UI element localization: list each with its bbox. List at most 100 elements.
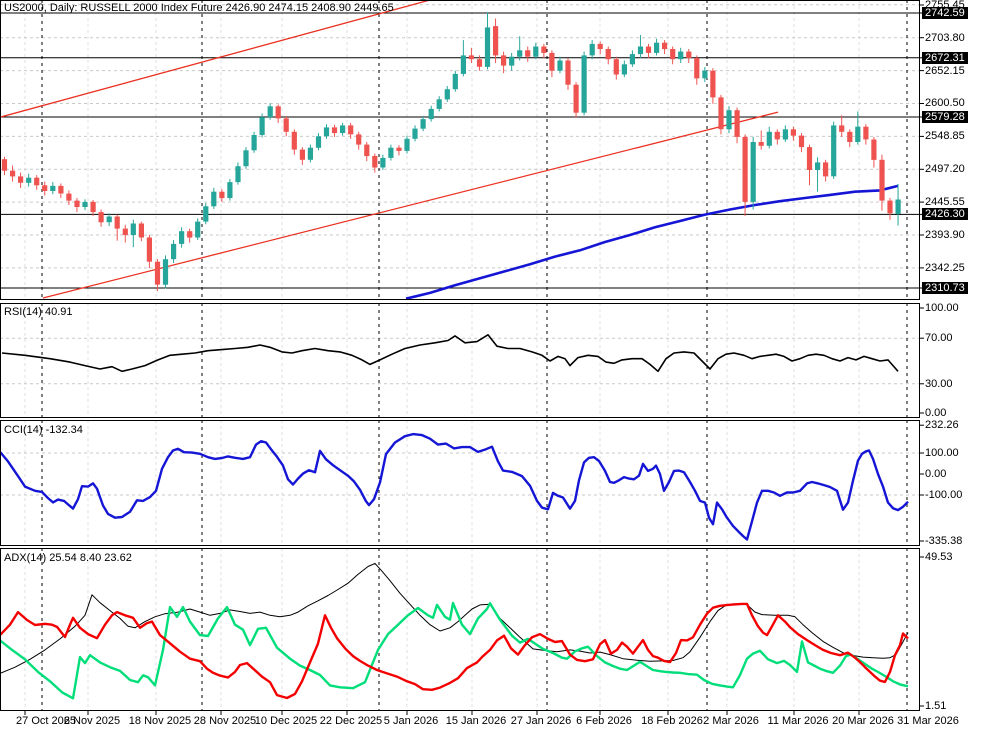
chart-title: US2000, Daily: RUSSELL 2000 Index Future… — [4, 2, 394, 14]
date-axis-label: 22 Dec 2025 — [319, 715, 383, 727]
candle — [444, 89, 450, 100]
panel-rsi[interactable] — [0, 303, 920, 418]
candle — [847, 131, 853, 142]
price-axis-label: 2579.28 — [922, 111, 968, 123]
candle — [525, 50, 531, 57]
candle — [613, 59, 619, 75]
candle — [42, 185, 48, 191]
candle — [251, 135, 257, 151]
candle — [307, 147, 313, 160]
price-axis-label: 2342.25 — [925, 262, 965, 274]
date-axis-label: 5 Jan 2026 — [383, 715, 439, 727]
plus-di-line — [0, 601, 909, 700]
candle — [203, 206, 209, 222]
candle — [645, 46, 652, 53]
candle — [621, 64, 627, 75]
panel-main[interactable] — [0, 0, 920, 300]
candle — [243, 150, 249, 167]
date-axis-label: 27 Jan 2026 — [510, 715, 572, 727]
candle — [146, 237, 152, 262]
candle — [412, 128, 418, 139]
candle — [573, 84, 579, 113]
candle — [404, 138, 410, 151]
candle — [1, 159, 8, 171]
candle — [766, 131, 772, 146]
candle — [815, 162, 821, 170]
date-axis-label: 18 Nov 2025 — [128, 715, 192, 727]
chart-title-text: US2000, Daily: RUSSELL 2000 Index Future… — [4, 2, 394, 14]
candle — [726, 110, 732, 130]
candle — [114, 216, 120, 229]
candle — [501, 55, 507, 66]
candle — [855, 126, 861, 142]
candle — [533, 46, 539, 57]
candle — [629, 54, 635, 65]
price-axis-label: 100.00 — [925, 302, 959, 314]
date-axis-label: 20 Mar 2026 — [832, 715, 894, 727]
candle — [750, 142, 756, 202]
panel-border-main — [0, 0, 920, 300]
price-axis-label: 0.00 — [925, 407, 947, 419]
candle — [10, 170, 16, 177]
candle — [678, 51, 684, 60]
candle — [396, 147, 402, 151]
candle — [637, 46, 644, 55]
price-axis-label: 232.26 — [925, 419, 959, 431]
minus-di-line — [0, 602, 909, 700]
candle — [468, 55, 474, 60]
candle — [122, 228, 128, 235]
price-axis-label: 2310.73 — [922, 282, 968, 294]
price-axis-label: 1.51 — [925, 700, 947, 712]
panel-border-adx — [0, 548, 920, 711]
candle — [283, 118, 289, 132]
candle — [227, 182, 233, 198]
price-axis-label: 2393.90 — [925, 229, 965, 241]
candle — [291, 131, 297, 150]
candle — [106, 216, 112, 223]
candle — [710, 70, 716, 98]
price-axis-label: 49.53 — [925, 551, 953, 563]
candle — [758, 142, 764, 146]
date-axis-label: 31 Mar 2026 — [897, 715, 959, 727]
date-axis-label: 10 Dec 2025 — [254, 715, 318, 727]
candle — [565, 60, 571, 85]
price-axis-label: 2742.59 — [922, 7, 968, 19]
panel-cci[interactable] — [0, 420, 920, 546]
candle — [267, 106, 273, 118]
panel-border-rsi — [0, 303, 920, 418]
trendline — [0, 0, 431, 118]
date-axis-label: 27 Oct 2025 — [16, 715, 76, 727]
candle — [388, 147, 394, 158]
date-axis-label: 28 Nov 2025 — [193, 715, 257, 727]
rsi-indicator-label: RSI(14) 40.91 — [4, 306, 73, 318]
candle — [654, 42, 660, 53]
candle — [74, 200, 80, 207]
candle — [484, 27, 491, 67]
price-axis-label: 2445.55 — [925, 196, 965, 208]
candle — [58, 185, 64, 194]
candle — [460, 55, 466, 74]
date-axis-label: 6 Nov 2025 — [63, 715, 121, 727]
candle — [275, 106, 281, 119]
candle — [662, 42, 668, 50]
candle — [734, 110, 740, 137]
candle — [871, 139, 877, 160]
adx-label: ADX(14) — [4, 552, 47, 564]
panel-adx[interactable] — [0, 548, 909, 711]
price-axis-label: 70.00 — [925, 332, 953, 344]
candle — [686, 51, 692, 58]
candle — [195, 221, 201, 238]
candle — [34, 177, 40, 186]
adx-line — [0, 562, 909, 674]
candle — [82, 201, 88, 207]
panel-border-cci — [0, 420, 920, 546]
candle — [26, 177, 32, 183]
candle — [364, 144, 370, 157]
date-axis-label: 15 Jan 2026 — [445, 715, 507, 727]
candle — [895, 199, 901, 214]
candle — [259, 117, 265, 135]
price-axis-label: 30.00 — [925, 378, 953, 390]
candle — [436, 99, 442, 109]
